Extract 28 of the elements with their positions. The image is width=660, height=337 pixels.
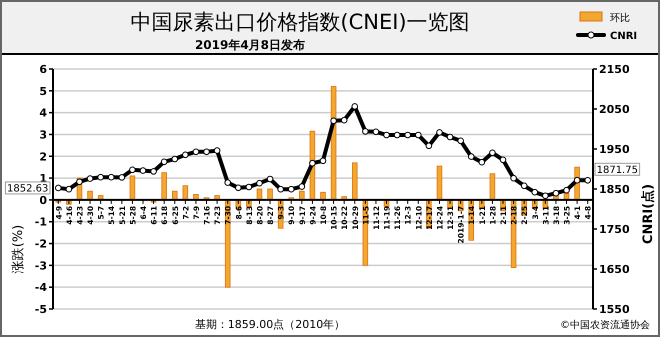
y-tick-label: 0 xyxy=(39,194,48,207)
y2-tick-label: 2050 xyxy=(599,103,630,116)
text: ©中国农资流通协会 xyxy=(560,319,650,331)
y-tick-label: -2 xyxy=(34,238,47,251)
y-tick-label: -1 xyxy=(34,216,47,229)
label: 1871.75 xyxy=(594,162,640,176)
label: 1852.63 xyxy=(4,181,50,194)
y2-tick-label: 1850 xyxy=(599,183,630,196)
y-tick-label: 4 xyxy=(39,106,48,120)
chart-title: 中国尿素出口价格指数(CNEI)一览图 xyxy=(130,10,470,34)
y2-tick-label: 1650 xyxy=(599,263,630,276)
chart-subtitle: 2019年4月8日发布 xyxy=(194,38,306,52)
y-tick-label: 2 xyxy=(39,150,47,164)
y2-axis-title: CNRI(点) xyxy=(640,184,656,244)
y2-tick-label: 1950 xyxy=(599,143,630,156)
y-tick-label: 5 xyxy=(39,84,47,98)
text: 基期：1859.00点（2010年） xyxy=(194,318,346,331)
y-tick-label: -5 xyxy=(34,303,47,316)
y-tick-label: -4 xyxy=(34,281,48,294)
legend-label: CNRI xyxy=(610,31,638,42)
y2-tick-label: 2150 xyxy=(599,63,630,76)
y-tick-label: 6 xyxy=(39,63,48,76)
y2-tick-label: 1550 xyxy=(599,303,630,316)
legend-label: 环比 xyxy=(610,12,630,24)
y-tick-label: 3 xyxy=(39,128,47,142)
y-tick-label: -3 xyxy=(34,259,47,272)
y-axis-title: 涨跌(%) xyxy=(11,224,26,274)
y2-tick-label: 1750 xyxy=(599,223,630,236)
